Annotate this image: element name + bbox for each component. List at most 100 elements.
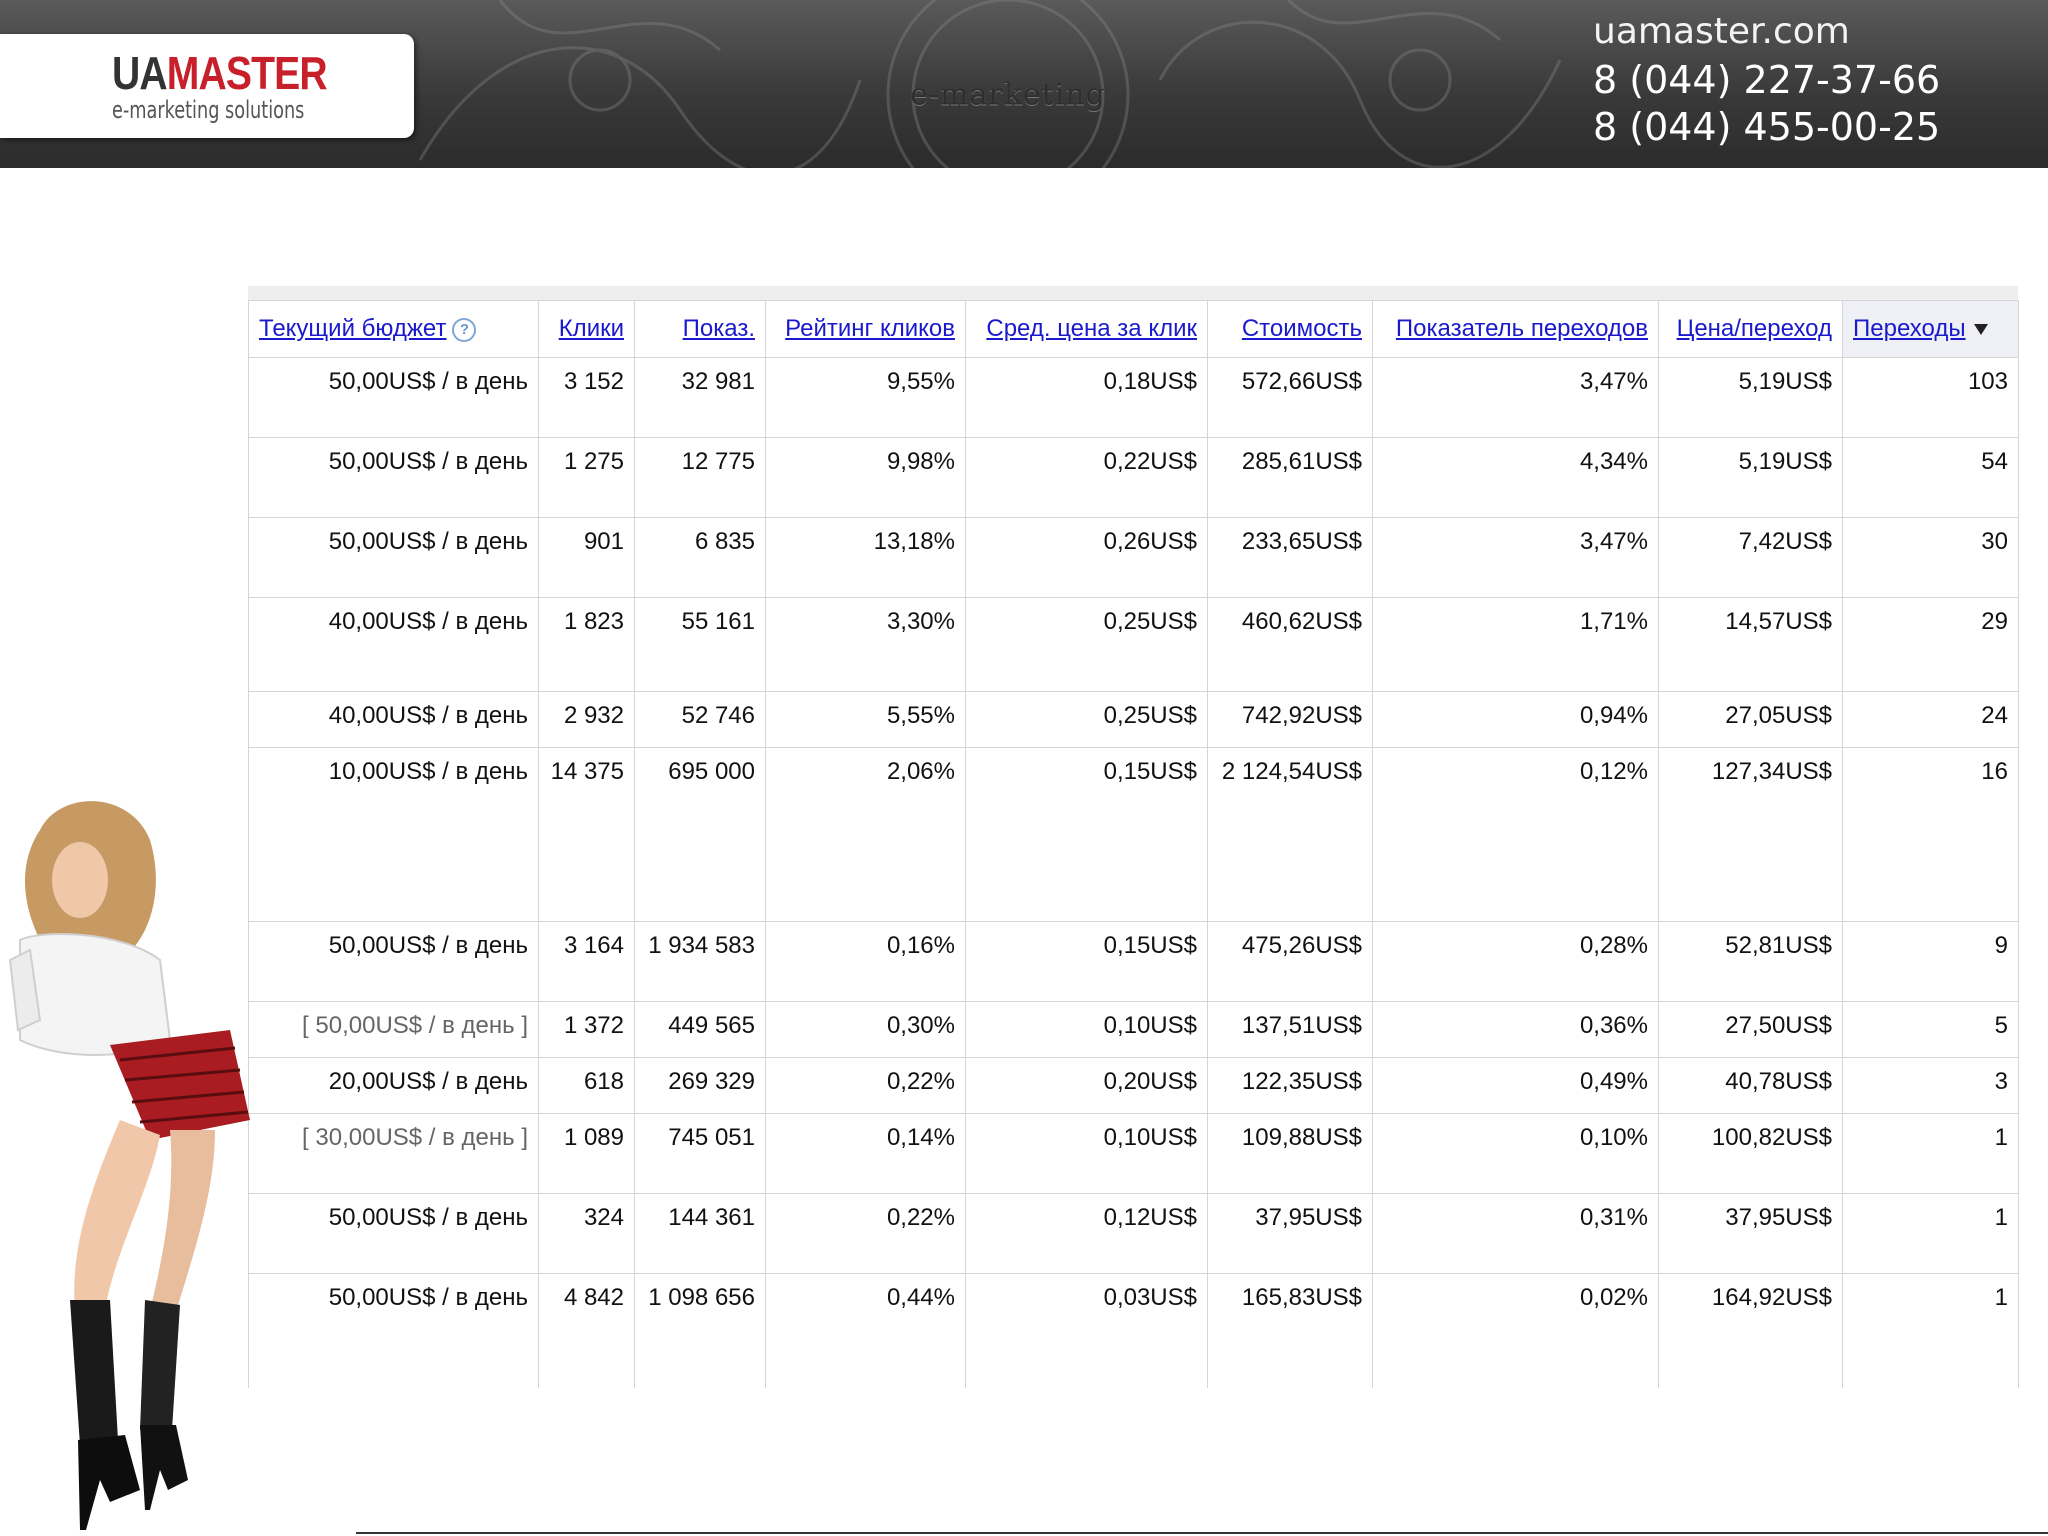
col-header-impressions[interactable]: Показ.	[634, 300, 766, 358]
col-link-ctr[interactable]: Рейтинг кликов	[785, 315, 955, 342]
table-row[interactable]: 50,00US$ / в день 4 842 1 098 656 0,44% 0,03…	[248, 1273, 2019, 1388]
cell-conversions: 3	[1842, 1057, 2019, 1114]
col-link-avg-cpc[interactable]: Сред. цена за клик	[986, 315, 1197, 342]
cell-conv-rate: 0,10%	[1372, 1113, 1659, 1194]
col-link-impressions[interactable]: Показ.	[682, 315, 755, 342]
cell-cost: 285,61US$	[1207, 437, 1373, 518]
cell-impressions: 52 746	[634, 691, 766, 748]
cell-conversions: 1	[1842, 1273, 2019, 1388]
cell-cost-per-conv: 52,81US$	[1658, 921, 1843, 1002]
table-row[interactable]: [ 50,00US$ / в день ] 1 372 449 565 0,30% 0,…	[248, 1001, 2019, 1058]
cell-ctr: 0,14%	[765, 1113, 966, 1194]
cell-cost: 475,26US$	[1207, 921, 1373, 1002]
col-header-ctr[interactable]: Рейтинг кликов	[765, 300, 966, 358]
col-link-cost[interactable]: Стоимость	[1241, 315, 1362, 342]
cell-impressions: 1 098 656	[634, 1273, 766, 1388]
table-row[interactable]: 20,00US$ / в день 618 269 329 0,22% 0,20US$ 1…	[248, 1057, 2019, 1114]
cell-cost: 2 124,54US$	[1207, 747, 1373, 922]
logo[interactable]: UAMASTER e-marketing solutions	[0, 34, 414, 138]
cell-ctr: 13,18%	[765, 517, 966, 598]
cell-cost-per-conv: 5,19US$	[1658, 437, 1843, 518]
cell-avg-cpc: 0,18US$	[965, 357, 1208, 438]
col-link-budget[interactable]: Текущий бюджет	[259, 315, 447, 342]
cell-impressions: 144 361	[634, 1193, 766, 1274]
cell-cost: 122,35US$	[1207, 1057, 1373, 1114]
banner-ornament	[418, 0, 1562, 168]
cell-clicks: 3 164	[538, 921, 635, 1002]
cell-conv-rate: 0,12%	[1372, 747, 1659, 922]
table-row[interactable]: 40,00US$ / в день 1 823 55 161 3,30% 0,25US$…	[248, 597, 2019, 692]
cell-budget[interactable]: 50,00US$ / в день	[248, 437, 539, 518]
table-row[interactable]: 50,00US$ / в день 3 152 32 981 9,55% 0,18US$…	[248, 357, 2019, 438]
col-header-cost-per-conv[interactable]: Цена/переход	[1658, 300, 1843, 358]
col-header-avg-cpc[interactable]: Сред. цена за клик	[965, 300, 1208, 358]
col-link-conversions[interactable]: Переходы	[1853, 315, 1966, 342]
col-link-clicks[interactable]: Клики	[558, 315, 624, 342]
col-header-clicks[interactable]: Клики	[538, 300, 635, 358]
table-row[interactable]: 50,00US$ / в день 324 144 361 0,22% 0,12US$ 3…	[248, 1193, 2019, 1274]
cell-budget[interactable]: 40,00US$ / в день	[248, 597, 539, 692]
cell-clicks: 1 372	[538, 1001, 635, 1058]
site-url[interactable]: uamaster.com	[1593, 11, 1850, 52]
table-row[interactable]: 40,00US$ / в день 2 932 52 746 5,55% 0,25US$…	[248, 691, 2019, 748]
table-row[interactable]: 50,00US$ / в день 901 6 835 13,18% 0,26US$ 23…	[248, 517, 2019, 598]
cell-impressions: 449 565	[634, 1001, 766, 1058]
cell-conv-rate: 3,47%	[1372, 517, 1659, 598]
cell-ctr: 3,30%	[765, 597, 966, 692]
col-link-cost-per-conv[interactable]: Цена/переход	[1676, 315, 1832, 342]
cell-clicks: 2 932	[538, 691, 635, 748]
table-row[interactable]: 50,00US$ / в день 1 275 12 775 9,98% 0,22US$…	[248, 437, 2019, 518]
cell-impressions: 269 329	[634, 1057, 766, 1114]
contact-info: uamaster.com 8 (044) 227-37-66 8 (044) 4…	[1593, 12, 1940, 155]
cell-avg-cpc: 0,12US$	[965, 1193, 1208, 1274]
stats-table-container: Текущий бюджет? Клики Показ. Рейтинг кли…	[248, 286, 2019, 1388]
banner-emblem: e-marketing	[910, 77, 1106, 113]
cell-clicks: 1 823	[538, 597, 635, 692]
table-header-row: Текущий бюджет? Клики Показ. Рейтинг кли…	[248, 300, 2019, 358]
cell-budget[interactable]: 20,00US$ / в день	[248, 1057, 539, 1114]
col-header-conv-rate[interactable]: Показатель переходов	[1372, 300, 1659, 358]
cell-cost-per-conv: 7,42US$	[1658, 517, 1843, 598]
cell-clicks: 1 089	[538, 1113, 635, 1194]
cell-budget[interactable]: 50,00US$ / в день	[248, 1273, 539, 1388]
table-row[interactable]: 10,00US$ / в день 14 375 695 000 2,06% 0,15U…	[248, 747, 2019, 922]
cell-clicks: 14 375	[538, 747, 635, 922]
logo-wordmark: UAMASTER	[112, 50, 328, 96]
col-link-conv-rate[interactable]: Показатель переходов	[1395, 315, 1648, 342]
cell-avg-cpc: 0,25US$	[965, 691, 1208, 748]
cell-ctr: 9,98%	[765, 437, 966, 518]
cell-clicks: 324	[538, 1193, 635, 1274]
cell-budget[interactable]: 50,00US$ / в день	[248, 517, 539, 598]
col-header-budget[interactable]: Текущий бюджет?	[248, 300, 539, 358]
cell-conv-rate: 0,49%	[1372, 1057, 1659, 1114]
col-header-cost[interactable]: Стоимость	[1207, 300, 1373, 358]
logo-tagline: e-marketing solutions	[112, 96, 305, 124]
cell-conv-rate: 0,02%	[1372, 1273, 1659, 1388]
cell-impressions: 1 934 583	[634, 921, 766, 1002]
table-row[interactable]: [ 30,00US$ / в день ] 1 089 745 051 0,14% 0,…	[248, 1113, 2019, 1194]
table-row[interactable]: 50,00US$ / в день 3 164 1 934 583 0,16% 0,15…	[248, 921, 2019, 1002]
decorative-figure-illustration	[8, 801, 250, 1530]
cell-budget[interactable]: 50,00US$ / в день	[248, 357, 539, 438]
cell-budget[interactable]: 10,00US$ / в день	[248, 747, 539, 922]
cell-avg-cpc: 0,26US$	[965, 517, 1208, 598]
cell-clicks: 3 152	[538, 357, 635, 438]
col-header-conversions[interactable]: Переходы	[1842, 300, 2019, 358]
cell-budget[interactable]: 40,00US$ / в день	[248, 691, 539, 748]
cell-budget[interactable]: [ 30,00US$ / в день ]	[248, 1113, 539, 1194]
cell-budget[interactable]: [ 50,00US$ / в день ]	[248, 1001, 539, 1058]
cell-conversions: 30	[1842, 517, 2019, 598]
cell-cost-per-conv: 27,50US$	[1658, 1001, 1843, 1058]
cell-avg-cpc: 0,20US$	[965, 1057, 1208, 1114]
cell-avg-cpc: 0,15US$	[965, 747, 1208, 922]
sort-descending-icon[interactable]	[1973, 324, 1988, 336]
cell-conv-rate: 0,94%	[1372, 691, 1659, 748]
cell-conversions: 16	[1842, 747, 2019, 922]
cell-budget[interactable]: 50,00US$ / в день	[248, 1193, 539, 1274]
cell-cost: 165,83US$	[1207, 1273, 1373, 1388]
cell-budget[interactable]: 50,00US$ / в день	[248, 921, 539, 1002]
cell-avg-cpc: 0,15US$	[965, 921, 1208, 1002]
question-circle-icon[interactable]: ?	[452, 317, 477, 342]
cell-impressions: 12 775	[634, 437, 766, 518]
cell-avg-cpc: 0,10US$	[965, 1001, 1208, 1058]
